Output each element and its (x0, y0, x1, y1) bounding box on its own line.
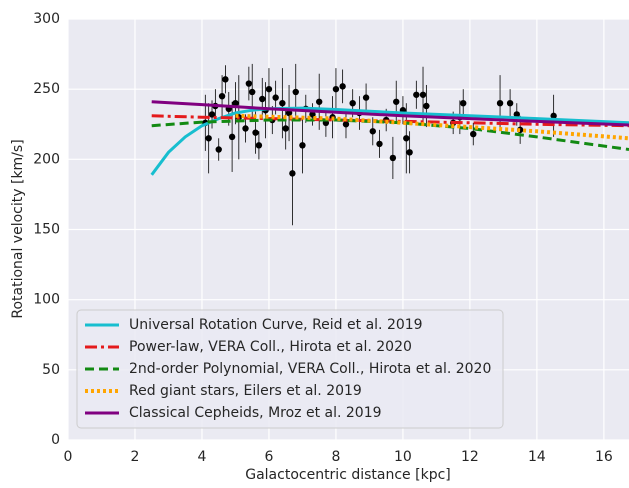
point (349, 100, 355, 106)
point (246, 80, 252, 86)
point (272, 94, 278, 100)
legend-label: 2nd-order Polynomial, VERA Coll., Hirota… (129, 361, 491, 377)
point (266, 86, 272, 92)
point (470, 131, 476, 137)
x-tick-label: 14 (528, 449, 546, 465)
point (242, 125, 248, 131)
point (216, 146, 222, 152)
point (376, 141, 382, 147)
point (279, 100, 285, 106)
point (413, 92, 419, 98)
x-tick-label: 16 (595, 449, 613, 465)
point (259, 96, 265, 102)
y-tick-label: 200 (33, 151, 60, 167)
point (299, 142, 305, 148)
point (229, 134, 235, 140)
y-tick-label: 0 (51, 432, 60, 448)
legend-label: Universal Rotation Curve, Reid et al. 20… (129, 317, 423, 333)
y-tick-label: 300 (33, 11, 60, 27)
point (252, 129, 258, 135)
x-axis-label: Galactocentric distance [kpc] (245, 467, 451, 483)
point (333, 86, 339, 92)
point (222, 76, 228, 82)
legend-label: Classical Cepheids, Mroz et al. 2019 (129, 405, 382, 421)
point (497, 100, 503, 106)
point (256, 142, 262, 148)
y-tick-label: 50 (42, 362, 60, 378)
y-tick-label: 250 (33, 81, 60, 97)
point (316, 99, 322, 105)
point (205, 135, 211, 141)
x-tick-label: 8 (331, 449, 340, 465)
legend-label: Red giant stars, Eilers et al. 2019 (129, 383, 362, 399)
point (293, 89, 299, 95)
point (507, 100, 513, 106)
point (249, 89, 255, 95)
x-tick-label: 4 (198, 449, 207, 465)
x-tick-label: 12 (461, 449, 479, 465)
point (390, 155, 396, 161)
point (460, 100, 466, 106)
point (420, 92, 426, 98)
y-axis-label: Rotational velocity [km/s] (10, 139, 26, 318)
legend-label: Power-law, VERA Coll., Hirota et al. 202… (129, 339, 412, 355)
y-tick-label: 150 (33, 222, 60, 238)
x-tick-label: 2 (131, 449, 140, 465)
point (403, 135, 409, 141)
point (393, 99, 399, 105)
point (363, 94, 369, 100)
x-tick-label: 0 (64, 449, 73, 465)
x-tick-label: 6 (264, 449, 273, 465)
point (283, 125, 289, 131)
y-tick-label: 100 (33, 292, 60, 308)
point (289, 170, 295, 176)
point (339, 83, 345, 89)
point (406, 149, 412, 155)
point (423, 103, 429, 109)
point (370, 128, 376, 134)
x-tick-label: 10 (394, 449, 412, 465)
point (219, 93, 225, 99)
